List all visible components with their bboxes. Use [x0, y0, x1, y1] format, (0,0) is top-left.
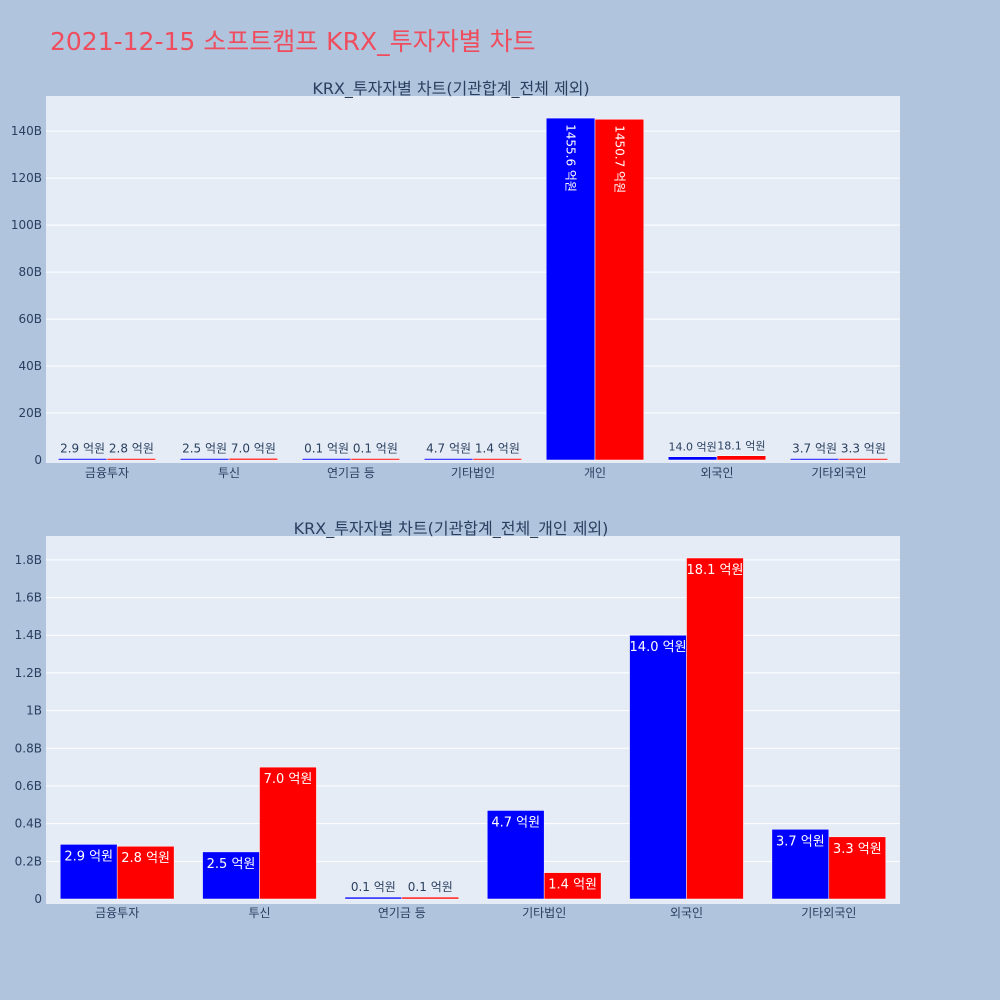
data-label: 2.9 억원: [64, 849, 113, 864]
y-tick-label: 0.4B: [15, 817, 42, 831]
data-label: 2.8 억원: [121, 851, 170, 866]
y-tick-label: 20B: [18, 406, 42, 420]
data-label: 18.1 억원: [717, 440, 765, 453]
data-label: 14.0 억원: [668, 441, 716, 454]
y-tick-label: 40B: [18, 359, 42, 373]
data-label: 18.1 억원: [686, 563, 743, 578]
bar: [106, 458, 157, 461]
bar: [545, 117, 596, 461]
data-label: 0.1 억원: [304, 442, 349, 456]
chart-bottom: KRX_투자자별 차트(기관합계_전체_개인 제외) 0 0.2B 0.4B 0.6B 0…: [15, 519, 900, 920]
y-tick-label: 0.8B: [15, 741, 42, 755]
chart-title: KRX_투자자별 차트(기관합계_전체 제외): [312, 79, 589, 99]
bar: [594, 118, 645, 461]
bar: [828, 836, 887, 900]
bar: [629, 634, 687, 900]
bar: [344, 896, 403, 900]
x-tick-label: 개인: [584, 466, 606, 480]
x-tick-label: 기타법인: [451, 466, 495, 480]
bar: [667, 456, 718, 461]
data-label: 4.7 억원: [426, 442, 471, 456]
data-label: 1.4 억원: [548, 878, 597, 893]
bar: [423, 458, 474, 461]
x-tick-label: 기타법인: [522, 906, 566, 920]
bar: [301, 458, 352, 461]
data-label: 4.7 억원: [491, 815, 540, 830]
x-tick-label: 투신: [218, 466, 240, 480]
y-tick-label: 1.8B: [15, 553, 42, 567]
data-label: 2.9 억원: [60, 442, 105, 456]
bar: [838, 458, 889, 461]
bar: [57, 458, 108, 461]
data-label: 1450.7 억원: [612, 125, 626, 193]
y-tick-label: 120B: [11, 171, 42, 185]
y-tick-label: 0: [34, 892, 42, 906]
data-label: 3.3 억원: [841, 442, 886, 456]
y-tick-label: 0.6B: [15, 779, 42, 793]
chart-top: KRX_투자자별 차트(기관합계_전체 제외) 0 20B 40B 60B 80B 100B…: [11, 79, 900, 480]
y-tick-label: 0.2B: [15, 854, 42, 868]
data-label: 3.7 억원: [792, 442, 837, 456]
chart-title: KRX_투자자별 차트(기관합계_전체_개인 제외): [294, 519, 609, 539]
data-label: 7.0 억원: [264, 772, 313, 787]
bar: [202, 851, 260, 900]
x-tick-label: 기타외국인: [811, 466, 866, 480]
x-tick-label: 외국인: [670, 906, 703, 920]
data-label: 0.1 억원: [351, 880, 396, 894]
page-title: 2021-12-15 소프트캠프 KRX_투자자별 차트: [50, 27, 536, 56]
y-tick-label: 140B: [11, 124, 42, 138]
bar: [686, 557, 744, 900]
data-label: 7.0 억원: [231, 441, 276, 455]
y-tick-label: 1B: [26, 704, 42, 718]
bar: [116, 845, 175, 900]
data-label: 2.8 억원: [109, 442, 154, 456]
plot-area: [46, 96, 900, 463]
bar: [350, 458, 401, 461]
data-label: 2.5 억원: [182, 442, 227, 456]
data-label: 1455.6 억원: [564, 124, 578, 192]
y-tick-label: 100B: [11, 218, 42, 232]
bar: [543, 872, 602, 900]
data-label: 3.3 억원: [833, 842, 882, 857]
bar: [59, 844, 118, 900]
y-tick-label: 1.6B: [15, 591, 42, 605]
x-tick-label: 연기금 등: [327, 466, 375, 480]
x-tick-label: 외국인: [700, 466, 733, 480]
x-tick-label: 금융투자: [85, 466, 129, 480]
data-label: 3.7 억원: [776, 834, 825, 849]
y-tick-label: 0: [34, 453, 42, 467]
bar: [716, 455, 767, 461]
y-tick-label: 60B: [18, 312, 42, 326]
bar: [401, 896, 460, 900]
x-tick-label: 금융투자: [95, 906, 139, 920]
data-label: 2.5 억원: [207, 857, 256, 872]
bar: [228, 458, 279, 461]
x-tick-label: 연기금 등: [378, 906, 426, 920]
y-tick-label: 1.4B: [15, 628, 42, 642]
data-label: 14.0 억원: [630, 640, 687, 655]
bar: [789, 458, 840, 461]
bar: [486, 810, 545, 900]
y-tick-label: 80B: [18, 265, 42, 279]
bar: [179, 458, 230, 461]
x-tick-label: 투신: [248, 906, 270, 920]
x-tick-label: 기타외국인: [801, 906, 856, 920]
bar: [259, 766, 317, 900]
bar: [472, 458, 523, 461]
data-label: 0.1 억원: [408, 880, 453, 894]
y-tick-label: 1.2B: [15, 666, 42, 680]
data-label: 1.4 억원: [475, 442, 520, 456]
data-label: 0.1 억원: [353, 442, 398, 456]
